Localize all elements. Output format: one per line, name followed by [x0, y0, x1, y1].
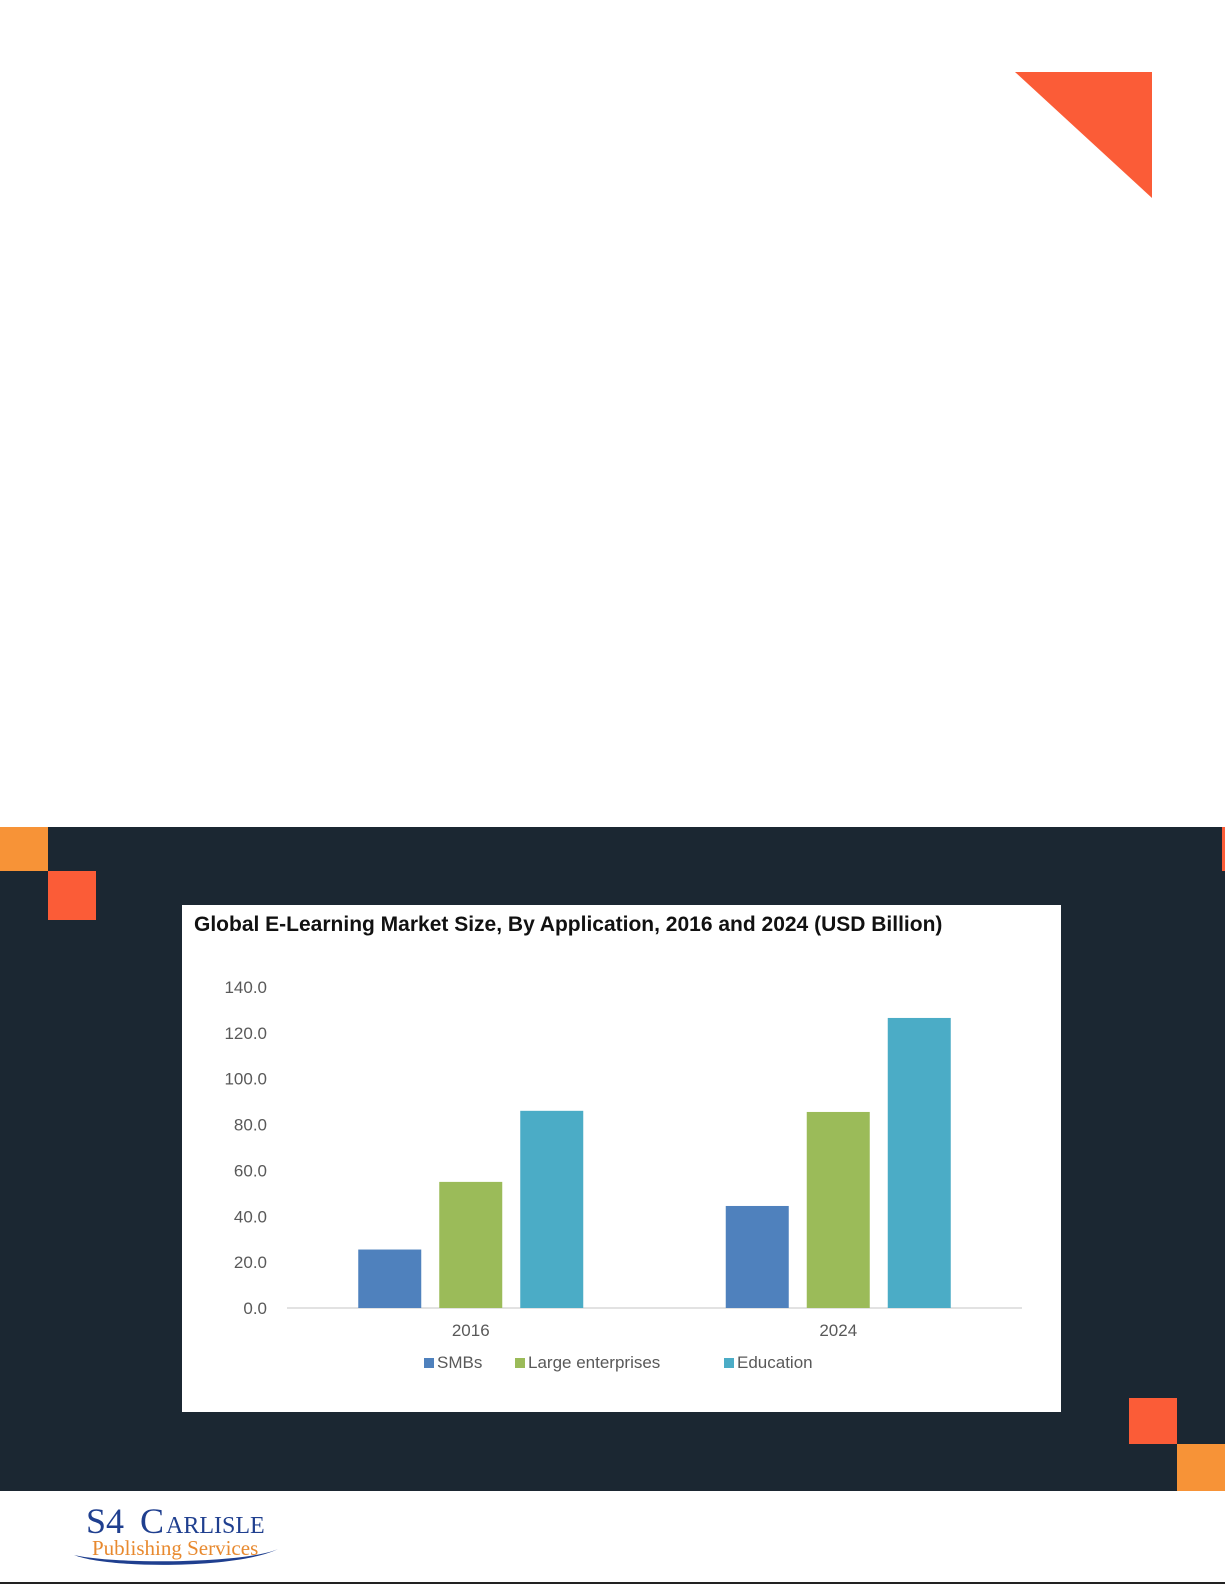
- bar: [806, 1111, 870, 1308]
- decor-square: [1129, 1398, 1177, 1444]
- decor-square: [1222, 827, 1225, 871]
- y-tick-label: 60.0: [234, 1161, 267, 1180]
- legend-label: Education: [737, 1353, 813, 1372]
- logo-swoosh: [74, 1549, 278, 1565]
- bar-chart: 0.0 20.0 40.0 60.0 80.0 100.0 120.0 140.0 2016 20…: [224, 978, 1022, 1372]
- logo-publishing-services: Publishing Services: [92, 1536, 258, 1560]
- bar: [358, 1249, 422, 1308]
- y-tick-label: 120.0: [224, 1024, 267, 1043]
- bar: [520, 1110, 584, 1308]
- s4carlisle-logo: S4 C ARLISLE Publishing Services: [74, 1501, 278, 1565]
- x-tick-label: 2016: [452, 1321, 490, 1340]
- bar: [887, 1017, 951, 1308]
- chart-title: Global E-Learning Market Size, By Applic…: [194, 913, 943, 936]
- decor-square: [1177, 1444, 1225, 1491]
- y-tick-label: 100.0: [224, 1070, 267, 1089]
- footer-rule: [0, 1582, 1225, 1584]
- logo-s4: S4: [86, 1501, 124, 1541]
- decor-square: [0, 827, 48, 871]
- y-tick-label: 20.0: [234, 1253, 267, 1272]
- legend-swatch: [515, 1358, 525, 1368]
- x-tick-label: 2024: [819, 1321, 857, 1340]
- logo-arlisle: ARLISLE: [166, 1513, 265, 1539]
- y-tick-label: 40.0: [234, 1207, 267, 1226]
- chart-card: 0.0 20.0 40.0 60.0 80.0 100.0 120.0 140.0 2016 20…: [182, 905, 1061, 1412]
- legend-swatch: [424, 1358, 434, 1368]
- y-tick-label: 80.0: [234, 1116, 267, 1135]
- bar: [439, 1181, 503, 1308]
- logo-c: C: [140, 1501, 164, 1541]
- legend-label: Large enterprises: [528, 1353, 660, 1372]
- decor-square: [48, 871, 96, 920]
- y-tick-label: 0.0: [243, 1299, 267, 1318]
- legend-swatch: [724, 1358, 734, 1368]
- corner-triangle-decoration: [1015, 72, 1152, 198]
- bar: [725, 1205, 789, 1308]
- legend-label: SMBs: [437, 1353, 482, 1372]
- y-tick-label: 140.0: [224, 978, 267, 997]
